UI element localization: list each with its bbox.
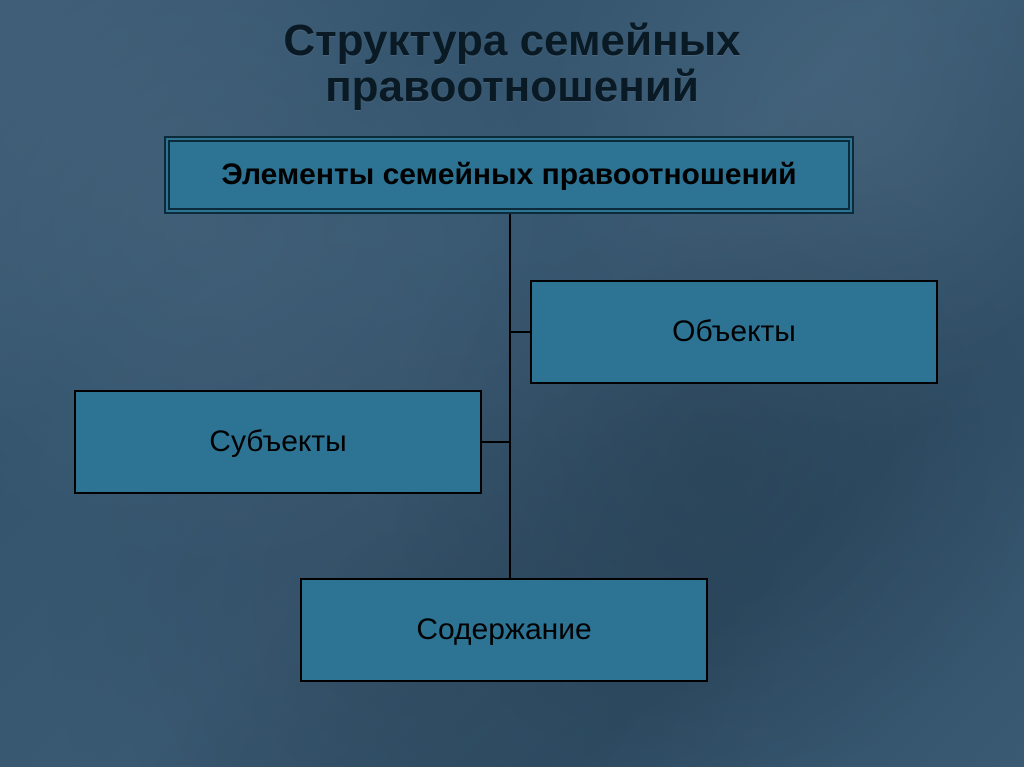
- edge-root-subjects: [482, 214, 510, 442]
- node-content: Содержание: [300, 578, 708, 682]
- node-objects: Объекты: [530, 280, 938, 384]
- node-subjects-label: Субъекты: [209, 425, 346, 459]
- slide: Структура семейных правоотношений Элемен…: [0, 0, 1024, 767]
- node-subjects: Субъекты: [74, 390, 482, 494]
- node-objects-label: Объекты: [672, 315, 796, 349]
- slide-title: Структура семейных правоотношений: [0, 18, 1024, 110]
- node-root: Элементы семейных правоотношений: [164, 136, 854, 214]
- title-line-1: Структура семейных: [283, 16, 740, 65]
- node-root-label: Элементы семейных правоотношений: [221, 158, 796, 192]
- node-content-label: Содержание: [416, 613, 591, 647]
- edge-root-objects: [510, 214, 530, 332]
- title-line-2: правоотношений: [325, 62, 699, 111]
